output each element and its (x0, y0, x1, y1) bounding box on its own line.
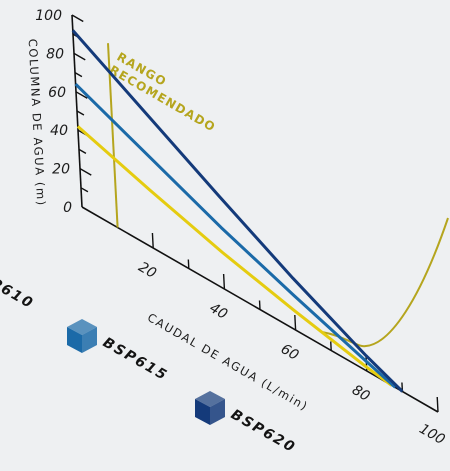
y-tick-mark (71, 14, 84, 23)
legend-label: BSP620 (228, 407, 299, 457)
x-tick-label: 80 (349, 382, 372, 405)
x-tick-label: 40 (207, 300, 230, 323)
y-tick-label: 80 (46, 46, 64, 62)
y-tick-label: 60 (48, 85, 66, 101)
y-tick-label: 0 (63, 200, 72, 216)
x-tick-label: 20 (135, 259, 158, 282)
y-tick-mark (78, 148, 87, 154)
recommended-range-label: RANGORECOMENDADO (107, 50, 226, 135)
y-tick-mark (73, 52, 86, 61)
cube-right-face (210, 399, 225, 425)
series-line-bsp620 (71, 29, 404, 393)
y-tick-mark (79, 167, 92, 176)
recommended-range: RANGORECOMENDADO (107, 43, 449, 348)
legend-item-bsp615: BSP615 (67, 319, 171, 384)
x-axis-title: CAUDAL DE AGUA (L/min) (145, 310, 311, 414)
y-tick-mark (74, 71, 83, 78)
series-lines (71, 29, 404, 393)
y-tick-mark (76, 110, 85, 116)
x-tick-mark (294, 314, 297, 331)
y-tick-mark (80, 187, 89, 193)
y-tick-label: 20 (52, 162, 70, 178)
legend-label: BSP615 (100, 335, 171, 385)
legend-cube-icon (195, 391, 225, 425)
recommended-range-end-curve (321, 217, 449, 348)
y-axis-title: COLUMNA DE AGUA (m) (26, 38, 49, 207)
cube-right-face (82, 327, 97, 353)
x-tick-label: 60 (278, 341, 301, 364)
x-tick-mark (151, 232, 154, 249)
x-tick-labels: 20 40 60 80 100 (135, 259, 447, 448)
series-line-bsp615 (74, 83, 397, 389)
legend-cube-icon (67, 319, 97, 353)
legend-item-bsp610: BSP610 (0, 263, 37, 313)
series-line-bsp610 (76, 125, 393, 387)
x-tick-mark (222, 273, 226, 290)
y-tick-labels: 0 20 40 60 80 100 (35, 8, 72, 216)
cube-left-face (67, 327, 82, 353)
x-tick-label: 100 (416, 421, 447, 448)
y-tick-label: 40 (50, 123, 68, 139)
cube-left-face (195, 399, 210, 425)
legend-label: BSP610 (0, 263, 37, 313)
x-tick-mark (436, 396, 439, 413)
y-tick-label: 100 (35, 8, 62, 24)
y-tick-mark (75, 91, 88, 99)
